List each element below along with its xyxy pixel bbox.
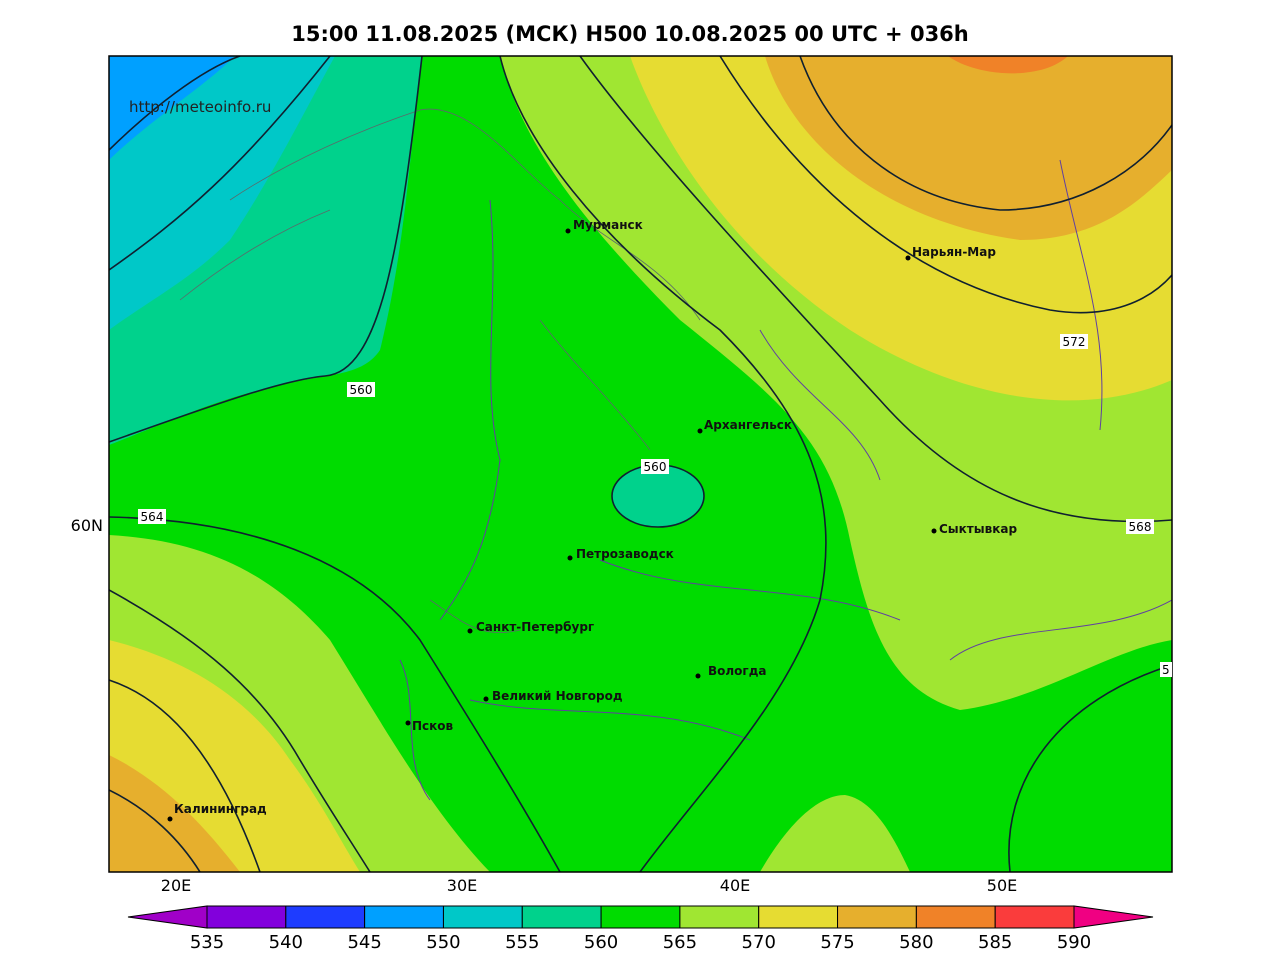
map-frame bbox=[108, 55, 1173, 873]
colorbar-segment bbox=[915, 905, 996, 929]
colorbar-tick-label: 585 bbox=[978, 932, 1012, 953]
colorbar-segment bbox=[600, 905, 681, 929]
city-dot bbox=[483, 696, 489, 702]
contour bbox=[109, 56, 331, 271]
contour bbox=[109, 56, 241, 151]
contour bbox=[579, 56, 1172, 523]
city-label: Нарьян-Мар bbox=[912, 245, 996, 259]
contour-label: 5 bbox=[1162, 663, 1170, 677]
label-box bbox=[1160, 662, 1172, 677]
city-dot bbox=[565, 228, 571, 234]
contour bbox=[109, 56, 423, 443]
city-label: Псков bbox=[412, 719, 454, 733]
field-565-s bbox=[760, 795, 910, 872]
cities: Мурманск Нарьян-Мар Архангельск Сыктывка… bbox=[167, 218, 1017, 822]
contour-labels: 560 560 564 572 568 5 bbox=[138, 334, 1172, 677]
colorbar-segment bbox=[364, 905, 444, 929]
contour bbox=[719, 56, 1172, 314]
field-555-lake bbox=[611, 464, 705, 528]
field-545 bbox=[109, 56, 235, 160]
lon-label: 50E bbox=[987, 876, 1017, 895]
contour bbox=[499, 56, 827, 872]
colorbar-segment bbox=[206, 905, 287, 929]
contour bbox=[1008, 664, 1172, 872]
contour bbox=[799, 56, 1172, 211]
colorbar-segment bbox=[837, 905, 917, 929]
colorbar-low bbox=[127, 905, 208, 929]
colorbar-tick-label: 565 bbox=[663, 932, 697, 953]
contour bbox=[109, 589, 371, 872]
contour-label: 572 bbox=[1063, 335, 1086, 349]
city-dot bbox=[697, 428, 703, 434]
label-box bbox=[138, 509, 166, 524]
colorbar-tick-label: 535 bbox=[190, 932, 224, 953]
label-box bbox=[641, 459, 669, 474]
colorbar-tick-label: 555 bbox=[505, 932, 539, 953]
watermark: http://meteoinfo.ru bbox=[129, 98, 271, 116]
colorbar-segment bbox=[521, 905, 602, 929]
lon-label: 40E bbox=[720, 876, 750, 895]
contour-label: 560 bbox=[350, 383, 373, 397]
colorbar-segment bbox=[758, 905, 839, 929]
borders bbox=[399, 159, 1172, 801]
colorbar-tick-label: 570 bbox=[742, 932, 776, 953]
colorbar-tick-label: 540 bbox=[269, 932, 303, 953]
colorbar-tick-label: 545 bbox=[347, 932, 381, 953]
colorbar-tick-label: 575 bbox=[820, 932, 854, 953]
city-label: Петрозаводск bbox=[576, 547, 674, 561]
city-dot bbox=[567, 555, 573, 561]
contour-label: 568 bbox=[1129, 520, 1152, 534]
field-550 bbox=[109, 56, 335, 330]
city-label: Калининград bbox=[174, 802, 267, 816]
city-dot bbox=[167, 816, 173, 822]
colorbar-segment bbox=[679, 905, 760, 929]
field-575-sw bbox=[109, 755, 240, 872]
colorbar-segment bbox=[285, 905, 366, 929]
colorbar-tick-label: 550 bbox=[426, 932, 460, 953]
label-box bbox=[1126, 519, 1154, 534]
city-dot bbox=[405, 720, 411, 726]
city-label: Санкт-Петербург bbox=[476, 620, 594, 634]
label-box bbox=[1060, 334, 1088, 349]
field-575 bbox=[765, 56, 1172, 240]
field-580 bbox=[948, 56, 1068, 74]
colorbar-segment bbox=[994, 905, 1075, 929]
coastline bbox=[179, 108, 701, 634]
lon-label: 20E bbox=[161, 876, 191, 895]
contour-label: 560 bbox=[644, 460, 667, 474]
lat-label: 60N bbox=[71, 516, 103, 535]
city-label: Мурманск bbox=[573, 218, 643, 232]
city-dot bbox=[695, 673, 701, 679]
city-label: Великий Новгород bbox=[492, 689, 623, 703]
city-dot bbox=[467, 628, 473, 634]
colorbar-tick-label: 580 bbox=[899, 932, 933, 953]
lon-label: 30E bbox=[447, 876, 477, 895]
contour-label: 564 bbox=[141, 510, 164, 524]
colorbar-segment bbox=[442, 905, 523, 929]
title: 15:00 11.08.2025 (МСК) H500 10.08.2025 0… bbox=[291, 22, 969, 46]
colorbar: 535 540 545 550 555 560 565 570 575 580 585 590 bbox=[127, 905, 1154, 953]
city-label: Сыктывкар bbox=[939, 522, 1017, 536]
contour bbox=[109, 516, 561, 872]
city-dot bbox=[905, 255, 911, 261]
label-box bbox=[347, 382, 375, 397]
city-label: Архангельск bbox=[704, 418, 792, 432]
contour bbox=[109, 789, 201, 872]
colorbar-tick-label: 590 bbox=[1057, 932, 1091, 953]
city-label: Вологда bbox=[708, 664, 766, 678]
field bbox=[109, 56, 1172, 872]
city-dot bbox=[931, 528, 937, 534]
colorbar-tick-label: 560 bbox=[584, 932, 618, 953]
colorbar-high bbox=[1073, 905, 1154, 929]
contour bbox=[109, 679, 261, 872]
